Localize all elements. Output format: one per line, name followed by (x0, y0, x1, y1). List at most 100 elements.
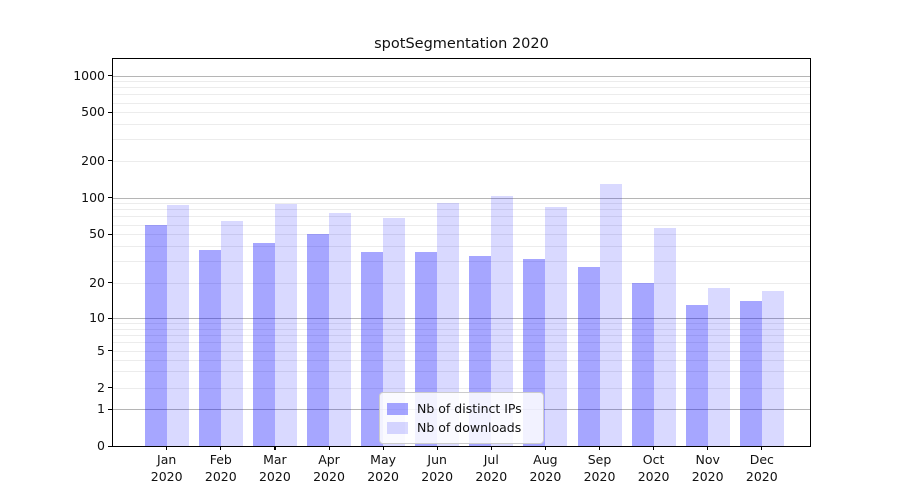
bar-distinct-ips-may (361, 251, 384, 446)
y-tick-label: 0 (97, 438, 105, 453)
x-tick-year: 2020 (745, 468, 778, 484)
bar-distinct-ips-feb (198, 250, 221, 446)
x-tick-label: Apr 2020 (301, 452, 357, 485)
bar-downloads-jul (491, 196, 514, 446)
x-axis-tick (328, 446, 330, 450)
x-axis-tick (220, 446, 222, 450)
gridline-minor (113, 216, 810, 218)
x-axis-tick (653, 446, 655, 450)
x-axis-tick (274, 446, 276, 450)
y-axis-tick (108, 408, 112, 410)
x-tick-year: 2020 (583, 468, 616, 484)
y-axis-tick (108, 75, 112, 77)
x-tick-label: Sep 2020 (572, 452, 628, 485)
gridline-minor (113, 112, 810, 114)
legend: Nb of distinct IPs Nb of downloads (379, 392, 544, 444)
bar-downloads-oct (653, 228, 676, 446)
x-tick-year: 2020 (421, 468, 454, 484)
gridline-minor (113, 94, 810, 96)
x-axis-tick (599, 446, 601, 450)
gridline-minor (113, 160, 810, 162)
x-axis-tick (761, 446, 763, 450)
x-tick-label: May 2020 (355, 452, 411, 485)
bar-downloads-aug (545, 206, 568, 446)
x-tick-month: Dec (749, 452, 774, 467)
x-tick-label: Mar 2020 (247, 452, 303, 485)
bar-downloads-nov (707, 287, 730, 446)
x-tick-label: Nov 2020 (680, 452, 736, 485)
x-tick-month: Jan (157, 452, 177, 467)
bar-distinct-ips-oct (631, 282, 654, 446)
bar-downloads-dec (761, 290, 784, 446)
y-tick-label: 200 (81, 152, 105, 168)
x-tick-month: May (370, 452, 397, 467)
x-tick-month: Apr (318, 452, 340, 467)
bar-distinct-ips-nov (685, 304, 708, 446)
gridline-minor (113, 203, 810, 205)
y-axis-tick (108, 233, 112, 235)
y-axis-tick (108, 445, 112, 447)
bar-downloads-sep (599, 183, 622, 446)
x-tick-year: 2020 (204, 468, 237, 484)
bar-downloads-mar (274, 204, 297, 446)
bar-downloads-apr (329, 213, 351, 446)
bar-downloads-may (383, 217, 406, 446)
legend-item-downloads: Nb of downloads (387, 418, 535, 437)
bar-downloads-jan (166, 204, 189, 446)
bar-distinct-ips-jan (144, 224, 167, 446)
gridline-minor (113, 124, 810, 126)
gridline-minor (113, 245, 810, 247)
legend-item-distinct-ips: Nb of distinct IPs (387, 399, 535, 418)
bar-distinct-ips-dec (739, 300, 762, 446)
x-tick-label: Dec 2020 (734, 452, 790, 485)
x-axis-tick (436, 446, 438, 450)
x-axis-tick (382, 446, 384, 450)
chart-title: spotSegmentation 2020 (374, 36, 549, 52)
x-tick-year: 2020 (150, 468, 183, 484)
bar-downloads-feb (220, 221, 243, 446)
y-axis-tick (108, 387, 112, 389)
x-tick-label: Aug 2020 (517, 452, 573, 485)
x-tick-year: 2020 (313, 468, 345, 484)
x-tick-label: Jun 2020 (409, 452, 465, 485)
y-axis-tick (108, 197, 112, 199)
x-tick-month: Sep (587, 452, 612, 467)
x-tick-month: Nov (695, 452, 720, 467)
y-tick-label: 1000 (73, 67, 105, 83)
x-axis-tick (490, 446, 492, 450)
x-tick-year: 2020 (475, 468, 508, 484)
gridline-minor (113, 209, 810, 211)
y-tick-label: 10 (89, 310, 105, 326)
gridline-minor (113, 81, 810, 83)
x-tick-month: Mar (263, 452, 287, 467)
x-tick-year: 2020 (367, 468, 399, 484)
legend-label-distinct-ips: Nb of distinct IPs (417, 401, 522, 416)
x-tick-month: Oct (642, 452, 665, 467)
y-axis-tick (108, 317, 112, 319)
gridline-major (113, 75, 810, 77)
x-tick-label: Jul 2020 (463, 452, 519, 485)
gridline-minor (113, 139, 810, 141)
x-tick-label: Oct 2020 (626, 452, 682, 485)
legend-label-downloads: Nb of downloads (417, 420, 522, 435)
x-tick-year: 2020 (637, 468, 670, 484)
gridline-minor (113, 87, 810, 89)
y-tick-label: 50 (89, 226, 105, 242)
x-tick-year: 2020 (691, 468, 724, 484)
x-tick-year: 2020 (529, 468, 562, 484)
gridline-major (113, 197, 810, 199)
x-tick-month: Feb (209, 452, 232, 467)
x-tick-month: Jun (427, 452, 447, 467)
bar-distinct-ips-mar (252, 243, 275, 446)
y-axis-tick (108, 111, 112, 113)
gridline-minor (113, 224, 810, 226)
y-axis-tick (108, 282, 112, 284)
x-tick-month: Jul (483, 452, 499, 467)
bar-distinct-ips-sep (577, 266, 600, 446)
plot-area: Nb of distinct IPs Nb of downloads 0 1 2 5 1… (73, 58, 811, 484)
gridline-minor (113, 102, 810, 104)
x-axis-tick (166, 446, 168, 450)
x-tick-year: 2020 (258, 468, 291, 484)
y-axis-tick (108, 350, 112, 352)
